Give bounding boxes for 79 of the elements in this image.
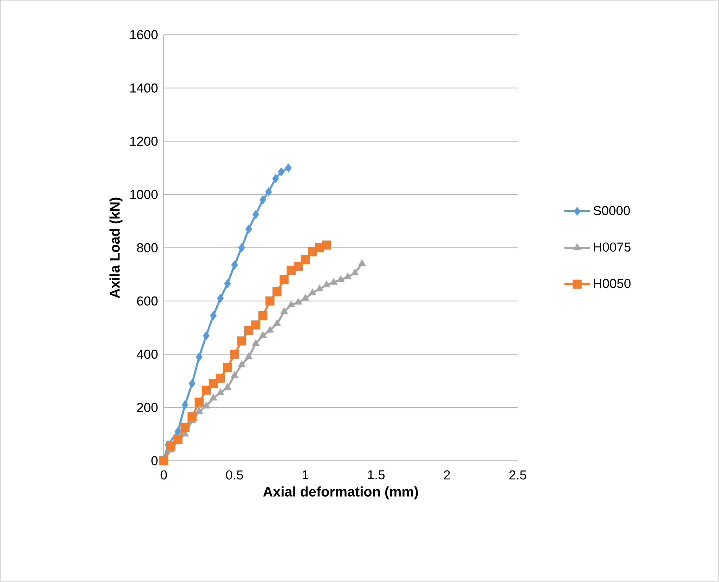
point [195, 407, 204, 414]
point [237, 336, 246, 346]
point [322, 280, 331, 288]
point [245, 352, 253, 360]
point [180, 423, 190, 432]
point [316, 284, 324, 292]
legend-label: S0000 [594, 206, 630, 216]
point [259, 331, 268, 338]
point [294, 298, 302, 305]
point [252, 210, 260, 220]
point [231, 260, 238, 270]
point [194, 398, 204, 407]
point [252, 320, 261, 330]
x-tick-label: 0 [160, 470, 168, 480]
point [202, 402, 210, 409]
point [174, 427, 182, 436]
point [230, 350, 240, 360]
point [358, 259, 366, 266]
y-tick-label: 1000 [130, 190, 158, 200]
y-tick-label: 200 [137, 403, 158, 412]
point [273, 319, 282, 326]
point [182, 400, 189, 410]
point [272, 174, 280, 184]
legend-label: H0075 [594, 242, 631, 252]
y-tick-label: 600 [137, 296, 158, 306]
point [258, 311, 268, 320]
point [210, 394, 218, 401]
point [260, 196, 267, 205]
x-tick-label: 2.5 [510, 470, 526, 480]
point [272, 287, 282, 296]
y-tick-label: 1400 [130, 84, 158, 93]
y-tick-label: 400 [137, 350, 158, 360]
point [280, 275, 289, 284]
point [210, 311, 217, 320]
y-tick-label: 0 [152, 456, 158, 466]
point [166, 442, 176, 451]
x-tick-label: 2 [444, 470, 450, 480]
point [188, 412, 197, 422]
point [285, 164, 292, 173]
point [224, 279, 232, 288]
x-tick-label: 0.5 [226, 470, 244, 480]
point [294, 262, 304, 272]
point [278, 168, 285, 177]
legend-label: H0050 [594, 279, 631, 288]
point [238, 243, 246, 253]
point [209, 379, 218, 388]
point [337, 275, 345, 282]
point [351, 268, 360, 276]
x-axis-title: Axial deformation (mm) [263, 486, 418, 500]
point [265, 188, 272, 197]
point [330, 278, 338, 285]
point [230, 371, 239, 378]
y-tick-label: 1600 [130, 30, 158, 40]
x-tick-label: 1.5 [368, 470, 385, 480]
point [288, 300, 296, 308]
point [216, 374, 226, 383]
point [246, 224, 252, 234]
y-tick-label: 800 [137, 243, 158, 253]
point [203, 331, 210, 340]
y-tick-label: 1200 [130, 136, 158, 146]
point [224, 383, 232, 390]
point [188, 379, 196, 388]
point [216, 388, 225, 396]
point [322, 240, 332, 250]
point [301, 255, 310, 265]
point [302, 294, 310, 301]
point [280, 307, 288, 314]
point [266, 296, 275, 306]
point [196, 352, 203, 362]
point [202, 386, 212, 395]
y-axis-title: Axila Load (kN) [110, 198, 123, 298]
x-tick-label: 1 [302, 470, 309, 480]
point [223, 363, 232, 372]
point [217, 294, 224, 304]
point [252, 339, 260, 346]
point [344, 272, 352, 280]
point [308, 288, 317, 296]
point [238, 360, 246, 368]
point [266, 326, 274, 333]
